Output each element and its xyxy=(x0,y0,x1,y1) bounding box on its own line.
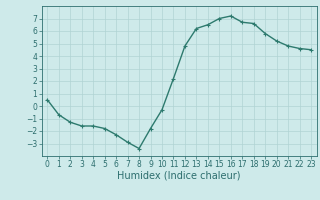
X-axis label: Humidex (Indice chaleur): Humidex (Indice chaleur) xyxy=(117,171,241,181)
